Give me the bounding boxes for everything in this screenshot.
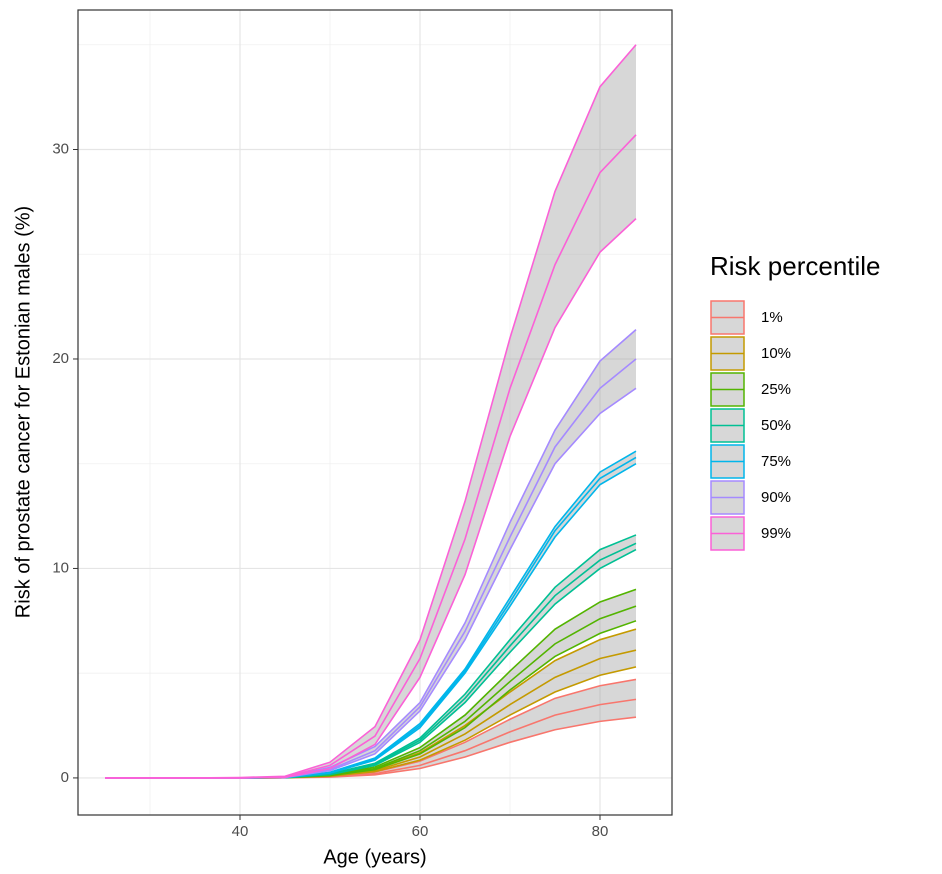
plot-border — [77, 9, 673, 816]
legend-label: 99% — [761, 525, 791, 542]
legend-label: 75% — [761, 453, 791, 470]
legend-label: 90% — [761, 489, 791, 506]
x-tick-label: 60 — [412, 823, 429, 840]
line — [105, 134, 637, 779]
y-tick-label: 30 — [52, 140, 69, 157]
x-axis-title: Age (years) — [323, 846, 426, 868]
legend-label: 1% — [761, 309, 783, 326]
legend-label: 25% — [761, 381, 791, 398]
x-tick-label: 40 — [232, 823, 249, 840]
legend-label: 50% — [761, 417, 791, 434]
legend-title: Risk percentile — [710, 251, 881, 281]
x-tick-label: 80 — [592, 823, 609, 840]
y-tick-label: 10 — [52, 559, 69, 576]
legend-label: 10% — [761, 345, 791, 362]
y-axis-title: Risk of prostate cancer for Estonian mal… — [12, 206, 34, 618]
y-tick-label: 0 — [61, 769, 69, 786]
y-tick-label: 20 — [52, 350, 69, 367]
ribbon — [105, 629, 636, 778]
ribbon — [105, 679, 636, 778]
